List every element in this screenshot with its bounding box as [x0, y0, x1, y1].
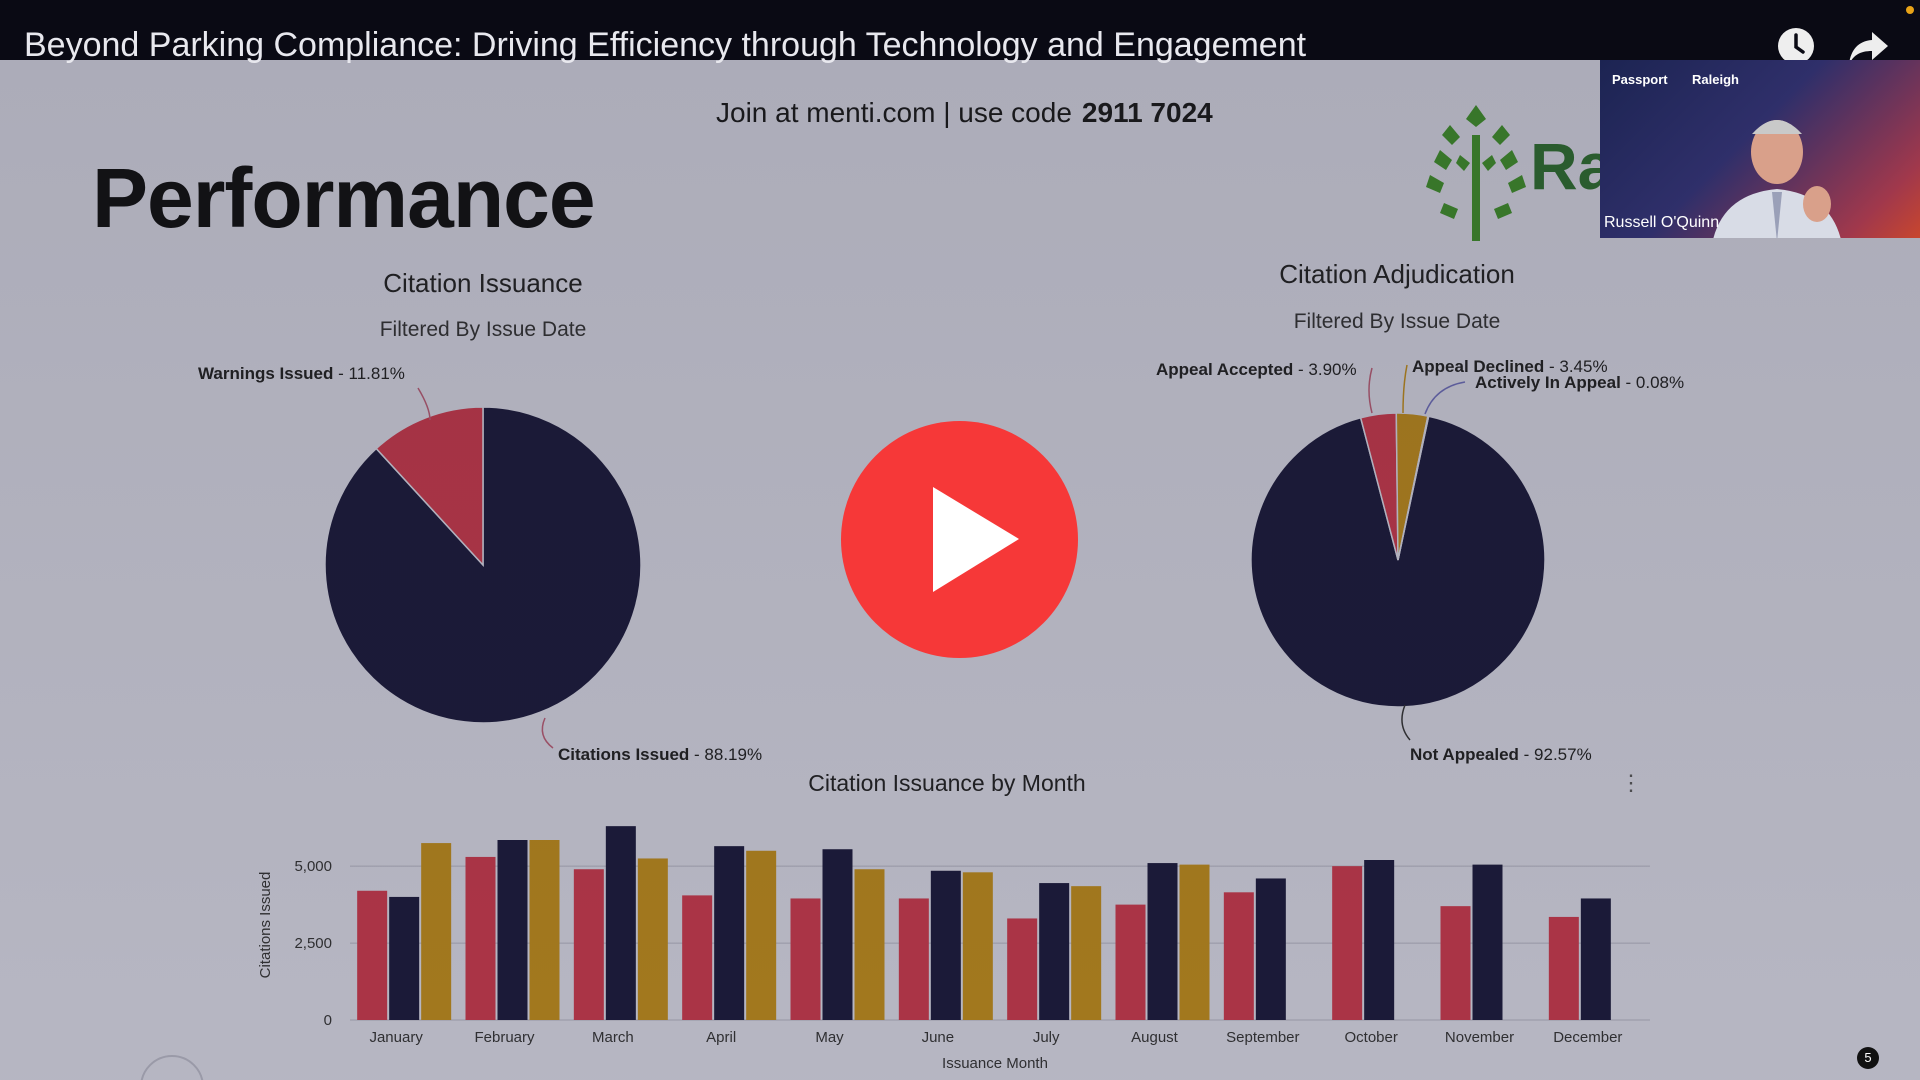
bar-october-s1	[1332, 866, 1363, 1020]
bar-may-s2	[822, 849, 853, 1020]
x-tick-label: July	[1033, 1029, 1060, 1046]
leader-appeal-declined	[1402, 364, 1408, 414]
bar-january-s2	[389, 896, 420, 1020]
y-tick-label: 2,500	[294, 935, 332, 952]
x-tick-label: February	[474, 1029, 535, 1046]
video-title[interactable]: Beyond Parking Compliance: Driving Effic…	[24, 26, 1307, 64]
menti-join-text: Join at menti.com | use code 2911 7024	[716, 97, 1213, 128]
pie-label-warnings: Warnings Issued - 11.81%	[198, 364, 405, 383]
speaker-person	[1713, 120, 1841, 238]
bar-june-s2	[930, 870, 961, 1020]
bar-november-s1	[1440, 906, 1471, 1020]
bar-april-s3	[746, 850, 777, 1020]
bar-march-s1	[573, 869, 604, 1020]
x-axis-label: Issuance Month	[942, 1055, 1048, 1072]
bar-february-s2	[497, 840, 528, 1020]
x-tick-label: April	[706, 1029, 736, 1046]
pie-label-not-appealed: Not Appealed - 92.57%	[1410, 745, 1592, 764]
circle-control[interactable]	[140, 1055, 204, 1080]
bar-april-s2	[714, 846, 745, 1020]
leader-appeal-accepted	[1368, 367, 1373, 414]
bar-august-s3	[1179, 864, 1210, 1020]
chart-more-options-icon[interactable]: ⋮	[1620, 770, 1642, 795]
bar-march-s3	[637, 858, 668, 1020]
y-axis-label: Citations Issued	[257, 872, 274, 979]
pie-adjudication-subtitle: Filtered By Issue Date	[1293, 310, 1501, 333]
bar-july-s1	[1007, 918, 1038, 1020]
speaker-name: Russell O'Quinn	[1604, 214, 1720, 231]
clock-icon[interactable]	[1773, 26, 1819, 72]
bar-chart: 0 2,500 5,000 Citations Issued January Februa…	[257, 826, 1650, 1072]
bar-september-s1	[1223, 892, 1254, 1020]
page-number-badge: 5	[1857, 1047, 1879, 1069]
play-icon	[933, 487, 1019, 592]
x-tick-label: September	[1226, 1029, 1299, 1046]
share-icon[interactable]	[1846, 26, 1892, 72]
pie-slice-not-appealed	[1250, 415, 1546, 708]
bar-december-s2	[1580, 898, 1611, 1020]
y-tick-label: 0	[324, 1012, 332, 1029]
bar-january-s1	[357, 890, 388, 1020]
bar-january-s3	[421, 843, 452, 1020]
notification-dot	[1906, 6, 1914, 14]
leader-warnings	[417, 387, 431, 421]
x-tick-label: May	[815, 1029, 844, 1046]
pie-issuance-subtitle: Filtered By Issue Date	[379, 318, 587, 341]
bar-september-s2	[1255, 878, 1286, 1020]
pie-adjudication-chart	[1250, 364, 1546, 741]
bar-june-s1	[898, 898, 929, 1020]
bar-december-s1	[1548, 916, 1579, 1020]
bar-august-s1	[1115, 904, 1146, 1020]
pie-issuance-title: Citation Issuance	[383, 268, 583, 298]
bar-october-s2	[1364, 860, 1395, 1020]
bar-march-s2	[605, 826, 636, 1020]
x-tick-label: June	[922, 1029, 955, 1046]
speaker-webcam: Passport Raleigh Russell O'Quinn	[1600, 60, 1920, 238]
bar-may-s1	[790, 898, 821, 1020]
x-tick-label: August	[1131, 1029, 1179, 1046]
raleigh-tree-logo	[1426, 105, 1526, 241]
y-tick-label: 5,000	[294, 858, 332, 875]
menti-code: 2911 7024	[1081, 97, 1213, 128]
pie-label-actively-in-appeal: Actively In Appeal - 0.08%	[1475, 373, 1685, 392]
webcam-brand-raleigh: Raleigh	[1692, 72, 1739, 87]
pie-slice-warnings-issued	[375, 406, 484, 567]
bar-june-s3	[962, 872, 993, 1020]
pie-slice-actively-in-appeal	[1397, 415, 1430, 561]
bar-february-s3	[529, 840, 560, 1020]
slide-heading: Performance	[92, 151, 596, 245]
pie-adjudication-title: Citation Adjudication	[1279, 259, 1515, 289]
video-title-bar: Beyond Parking Compliance: Driving Effic…	[0, 0, 1920, 64]
bar-november-s2	[1472, 864, 1503, 1020]
leader-not-appealed	[1401, 704, 1411, 741]
pie-issuance-chart	[324, 387, 642, 749]
bar-april-s1	[682, 895, 713, 1020]
bar-july-s2	[1039, 883, 1070, 1020]
bar-chart-title: Citation Issuance by Month	[808, 770, 1086, 796]
leader-citations	[541, 717, 554, 749]
bar-february-s1	[465, 856, 496, 1020]
play-button[interactable]	[841, 421, 1078, 658]
x-tick-label: November	[1445, 1029, 1514, 1046]
x-tick-label: October	[1344, 1029, 1397, 1046]
pie-label-citations: Citations Issued - 88.19%	[558, 745, 763, 764]
bar-may-s3	[854, 869, 885, 1020]
bar-july-s3	[1071, 886, 1102, 1020]
pie-label-appeal-accepted: Appeal Accepted - 3.90%	[1156, 360, 1357, 379]
leader-actively	[1424, 381, 1466, 415]
webcam-brand-passport: Passport	[1612, 72, 1668, 87]
x-tick-label: December	[1553, 1029, 1622, 1046]
x-tick-label: January	[369, 1029, 423, 1046]
x-tick-label: March	[592, 1029, 634, 1046]
pie-label-appeal-declined: Appeal Declined - 3.45%	[1412, 357, 1608, 376]
bar-august-s2	[1147, 863, 1178, 1020]
